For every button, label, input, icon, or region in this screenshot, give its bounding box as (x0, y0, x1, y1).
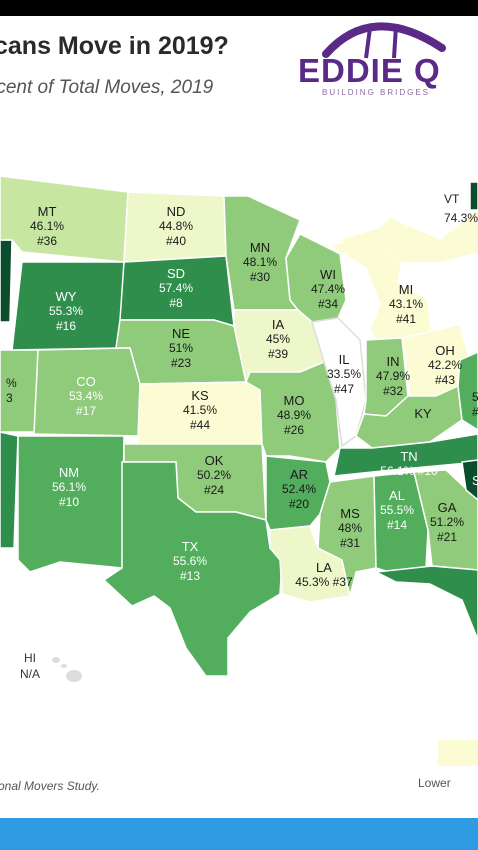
state-shape-az-edge (0, 431, 19, 549)
state-label-nd: ND 44.8% #40 (158, 204, 194, 248)
state-label-ks: KS 41.5% #44 (182, 388, 218, 432)
legend-lower-swatch (438, 740, 478, 766)
state-shape-vt (469, 181, 478, 211)
state-label-ia: IA 45% #39 (265, 317, 291, 361)
logo-arc-icon (322, 22, 446, 59)
state-shape-wv (457, 351, 478, 431)
state-label-mo: MO 48.9% #26 (276, 393, 312, 437)
state-label-hi: HI N/A (19, 651, 41, 681)
state-label-wy: WY 55.3% #16 (48, 289, 84, 333)
state-label-ok: OK 50.2% #24 (196, 453, 232, 497)
state-label-ky: KY (414, 406, 432, 421)
state-label-wi: WI 47.4% #34 (310, 267, 346, 311)
source-note: onal Movers Study. (0, 779, 100, 793)
state-shape-tx (103, 461, 283, 677)
map-title: cans Move in 2019? (0, 32, 229, 60)
state-label-la: LA 45.3% #37 (295, 560, 353, 589)
state-shape-ar (265, 455, 331, 531)
state-label-co: CO 53.4% #17 (68, 374, 104, 418)
state-shape-west-edge (0, 239, 13, 323)
state-shape-mo (245, 361, 341, 463)
state-label-ut-partial: % 3 (6, 376, 17, 405)
hawaii-islands (52, 657, 82, 682)
state-shape-northeast (340, 210, 478, 262)
state-shape-sc (461, 459, 478, 501)
state-label-tn: TN 56.1% #10 (380, 449, 438, 478)
state-shape-fl (375, 565, 478, 641)
bottom-bar (0, 818, 478, 850)
state-label-ne: NE 51% #23 (168, 326, 194, 370)
state-label-vt: VT 74.3% (444, 192, 478, 225)
legend-lower-label: Lower (418, 776, 451, 790)
state-label-ar: AR 52.4% #20 (281, 467, 317, 511)
state-shape-ga (413, 469, 478, 571)
state-label-ms: MS 48% #31 (337, 506, 363, 550)
state-shape-tn (333, 433, 478, 477)
state-label-in: IN 47.9% #32 (375, 354, 411, 398)
state-label-nm: NM 56.1% #10 (51, 465, 87, 509)
state-label-mi: MI 43.1% #41 (388, 282, 424, 326)
state-label-wv-partial: 51#2 (472, 390, 478, 419)
map-subtitle: rcent of Total Moves, 2019 (0, 77, 214, 98)
top-bar (0, 0, 478, 16)
state-label-sc-partial: S (472, 473, 478, 488)
state-label-ga: GA 51.2% #21 (429, 500, 465, 544)
eddie-q-logo (296, 8, 466, 100)
state-shape-la (269, 525, 351, 603)
state-label-il: IL 33.5% #47 (326, 352, 362, 396)
state-shape-nm (17, 435, 125, 573)
state-label-mt: MT 46.1% #36 (29, 204, 65, 248)
state-label-oh: OH 42.2% #43 (427, 343, 463, 387)
state-label-mn: MN 48.1% #30 (242, 240, 278, 284)
state-label-tx: TX 55.6% #13 (172, 539, 208, 583)
state-label-al: AL 55.5% #14 (379, 488, 415, 532)
state-label-sd: SD 57.4% #8 (158, 266, 194, 310)
